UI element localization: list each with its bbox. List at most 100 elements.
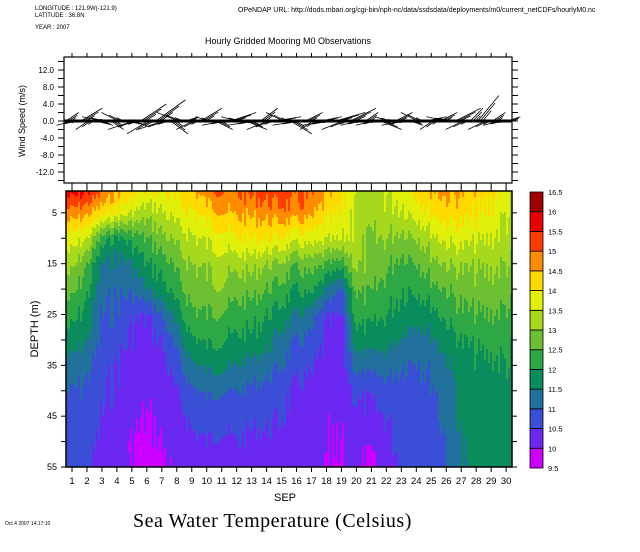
heatmap-cell — [356, 191, 358, 272]
heatmap-cell — [404, 265, 406, 306]
heatmap-cell — [324, 261, 326, 274]
heatmap-cell — [244, 449, 246, 467]
heatmap-cell — [230, 302, 232, 333]
heatmap-cell — [184, 294, 186, 323]
heatmap-cell — [88, 251, 90, 264]
heatmap-cell — [262, 432, 264, 467]
heatmap-cell — [122, 215, 124, 223]
heatmap-cell — [230, 272, 232, 302]
day-tick-label: 15 — [276, 476, 287, 487]
heatmap-cell — [306, 274, 308, 294]
heatmap-cell — [396, 191, 398, 200]
heatmap-cell — [438, 242, 440, 264]
heatmap-cell — [484, 245, 486, 278]
heatmap-cell — [148, 191, 150, 203]
heatmap-cell — [388, 191, 390, 234]
heatmap-cell — [182, 320, 184, 343]
heatmap-cell — [308, 214, 310, 227]
heatmap-cell — [458, 199, 460, 227]
heatmap-cell — [130, 288, 132, 316]
heatmap-cell — [284, 308, 286, 333]
wind-stick — [170, 120, 189, 135]
heatmap-cell — [394, 236, 396, 264]
heatmap-cell — [502, 354, 504, 467]
heatmap-cell — [288, 191, 290, 211]
heatmap-cell — [196, 369, 198, 395]
heatmap-cell — [318, 265, 320, 282]
wind-stick — [195, 116, 209, 122]
opendap-url: OPeNDAP URL: http://dods.mbari.org/cgi-b… — [238, 7, 596, 14]
heatmap-cell — [338, 271, 340, 281]
heatmap-cell — [192, 235, 194, 265]
wind-stick — [140, 103, 167, 122]
heatmap-cell — [338, 191, 340, 215]
heatmap-cell — [180, 401, 182, 467]
wind-stick — [426, 120, 436, 128]
heatmap-cell — [502, 191, 504, 214]
heatmap-cell — [88, 297, 90, 341]
heatmap-cell — [304, 307, 306, 331]
heatmap-cell — [128, 441, 130, 452]
heatmap-cell — [238, 447, 240, 467]
heatmap-cell — [332, 312, 334, 425]
heatmap-cell — [428, 242, 430, 268]
heatmap-cell — [424, 231, 426, 253]
heatmap-cell — [310, 293, 312, 307]
heatmap-cell — [272, 218, 274, 234]
heatmap-cell — [202, 236, 204, 263]
heatmap-cell — [464, 298, 466, 335]
heatmap-cell — [302, 346, 304, 390]
heatmap-cell — [500, 212, 502, 257]
wind-stick — [144, 120, 154, 127]
heatmap-cell — [148, 289, 150, 302]
heatmap-cell — [126, 300, 128, 350]
heatmap-cell — [184, 376, 186, 416]
heatmap-cell — [76, 207, 78, 219]
heatmap-cell — [328, 413, 330, 467]
heatmap-cell — [134, 296, 136, 323]
heatmap-cell — [138, 223, 140, 235]
heatmap-cell — [326, 273, 328, 286]
heatmap-cell — [106, 378, 108, 467]
heatmap-cell — [136, 246, 138, 268]
heatmap-cell — [202, 365, 204, 391]
heatmap-cell — [122, 258, 124, 295]
heatmap-cell — [286, 218, 288, 231]
heatmap-cell — [88, 382, 90, 467]
heatmap-cell — [130, 220, 132, 230]
heatmap-cell — [104, 312, 106, 406]
heatmap-cell — [218, 292, 220, 319]
heatmap-cell — [198, 214, 200, 238]
heatmap-cell — [394, 345, 396, 377]
heatmap-cell — [404, 240, 406, 265]
heatmap-cell — [84, 378, 86, 467]
heatmap-cell — [354, 322, 356, 351]
heatmap-cell — [210, 392, 212, 433]
heatmap-cell — [210, 433, 212, 467]
heatmap-cell — [90, 284, 92, 329]
heatmap-cell — [98, 226, 100, 233]
heatmap-cell — [236, 191, 238, 215]
heatmap-cell — [378, 375, 380, 410]
day-tick-label: 25 — [426, 476, 437, 487]
heatmap-cell — [72, 293, 74, 321]
heatmap-cell — [66, 197, 68, 209]
wind-stick — [83, 111, 99, 122]
heatmap-cell — [98, 242, 100, 257]
heatmap-cell — [358, 372, 360, 397]
colorbar-label: 12 — [548, 365, 556, 374]
heatmap-cell — [430, 263, 432, 288]
heatmap-cell — [196, 344, 198, 369]
heatmap-cell — [300, 224, 302, 236]
heatmap-cell — [100, 262, 102, 306]
heatmap-cell — [84, 215, 86, 227]
heatmap-cell — [208, 391, 210, 431]
heatmap-cell — [386, 350, 388, 379]
heatmap-cell — [78, 238, 80, 254]
heatmap-cell — [160, 335, 162, 427]
wind-stick — [221, 116, 239, 122]
heatmap-cell — [242, 328, 244, 358]
heatmap-cell — [294, 335, 296, 376]
heatmap-cell — [270, 320, 272, 352]
wind-stick — [460, 115, 471, 122]
